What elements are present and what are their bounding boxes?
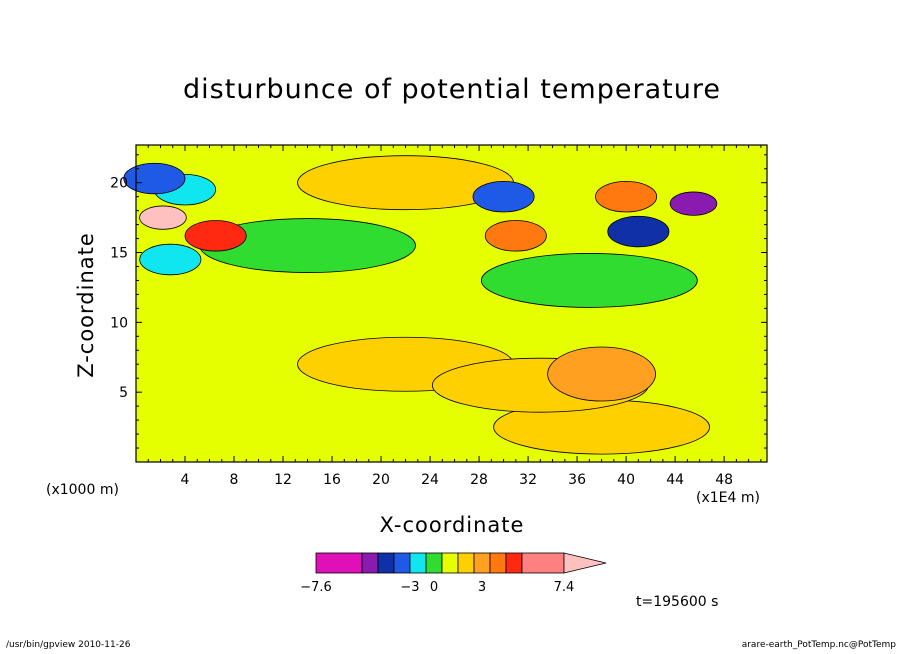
x-tick-label-48: 48 bbox=[715, 472, 733, 488]
colorbar-segment-3 bbox=[393, 552, 411, 574]
contour-feature-3 bbox=[480, 253, 698, 308]
time-label: t=195600 s bbox=[636, 594, 719, 610]
x-tick-label-12: 12 bbox=[274, 472, 292, 488]
y-tick-label-20: 20 bbox=[110, 176, 128, 192]
footer-right: arare-earth_PotTemp.nc@PotTemp bbox=[741, 640, 896, 650]
x-tick-label-40: 40 bbox=[617, 472, 635, 488]
chart-title: disturbunce of potential temperature bbox=[183, 74, 721, 105]
y-tick-label-5: 5 bbox=[119, 385, 128, 401]
x-tick-label-4: 4 bbox=[181, 472, 190, 488]
colorbar-segment-1 bbox=[361, 552, 379, 574]
x-tick-label-28: 28 bbox=[470, 472, 488, 488]
contour-feature-8 bbox=[484, 220, 547, 252]
footer-left: /usr/bin/gpview 2010-11-26 bbox=[6, 640, 131, 650]
contour-feature-14 bbox=[607, 215, 670, 248]
colorbar-tick-label: 0 bbox=[430, 580, 438, 595]
plot-frame bbox=[135, 144, 768, 463]
contour-feature-10 bbox=[139, 243, 202, 276]
x-tick-label-36: 36 bbox=[568, 472, 586, 488]
colorbar: −7.6 −3 0 3 7.4 bbox=[300, 552, 607, 595]
x-tick-label-16: 16 bbox=[323, 472, 341, 488]
contour-feature-13 bbox=[472, 180, 535, 213]
colorbar-tick-label: 3 bbox=[478, 580, 486, 595]
colorbar-arrow bbox=[563, 552, 607, 574]
colorbar-segment-0 bbox=[315, 552, 363, 574]
colorbar-segment-10 bbox=[505, 552, 523, 574]
y-tick-label-15: 15 bbox=[110, 246, 128, 262]
plot-area bbox=[123, 144, 768, 463]
y-axis-multiplier: (x1000 m) bbox=[46, 482, 119, 498]
colorbar-segment-11 bbox=[521, 552, 565, 574]
x-tick-label-24: 24 bbox=[421, 472, 439, 488]
x-tick-label-32: 32 bbox=[519, 472, 537, 488]
colorbar-segment-6 bbox=[441, 552, 459, 574]
colorbar-segment-2 bbox=[377, 552, 395, 574]
x-tick-label-20: 20 bbox=[372, 472, 390, 488]
x-tick-label-44: 44 bbox=[666, 472, 684, 488]
contour-feature-16 bbox=[669, 191, 718, 216]
x-axis-label: X-coordinate bbox=[379, 513, 525, 537]
contour-feature-6 bbox=[547, 346, 656, 402]
y-tick-label-10: 10 bbox=[110, 315, 128, 331]
colorbar-segment-5 bbox=[425, 552, 443, 574]
colorbar-segment-8 bbox=[473, 552, 491, 574]
contour-feature-12 bbox=[184, 220, 247, 252]
colorbar-segment-9 bbox=[489, 552, 507, 574]
colorbar-tick-label: 7.4 bbox=[554, 580, 575, 595]
colorbar-tick-label: −3 bbox=[400, 580, 419, 595]
colorbar-segment-7 bbox=[457, 552, 475, 574]
colorbar-tick-label: −7.6 bbox=[300, 580, 332, 595]
contour-feature-11 bbox=[123, 162, 186, 195]
colorbar-segment-4 bbox=[409, 552, 427, 574]
x-axis-multiplier: (x1E4 m) bbox=[696, 490, 760, 506]
contour-feature-15 bbox=[139, 205, 187, 230]
x-tick-label-8: 8 bbox=[230, 472, 239, 488]
contour-feature-9 bbox=[595, 180, 658, 213]
